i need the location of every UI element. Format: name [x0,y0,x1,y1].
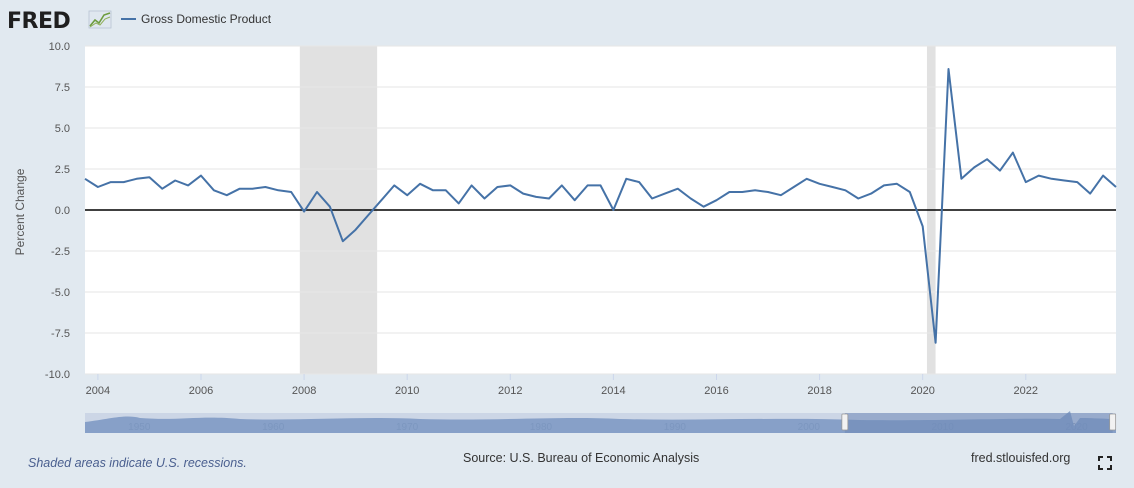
fullscreen-icon[interactable] [1098,456,1112,470]
fred-url[interactable]: fred.stlouisfed.org [971,451,1071,465]
legend-series-name: Gross Domestic Product [141,12,272,26]
source-text: Source: U.S. Bureau of Economic Analysis [463,451,700,465]
x-tick-label: 2014 [601,385,625,397]
navigator-selection[interactable] [844,413,1113,433]
y-tick-label: 10.0 [49,41,70,53]
y-axis-ticks: 10.0 7.5 5.0 2.5 0.0 -2.5 -5.0 -7.5 -10.0 [45,41,70,381]
y-tick-label: -7.5 [51,328,70,340]
x-tick-label: 2020 [910,385,934,397]
y-tick-label: -10.0 [45,369,70,381]
y-tick-label: 2.5 [55,164,70,176]
trend-chart-icon [88,10,112,29]
y-tick-label: 5.0 [55,123,70,135]
y-tick-label: 7.5 [55,82,70,94]
navigator[interactable]: 19501960197019801990200020102020 [85,411,1117,433]
x-tick-label: 2010 [395,385,419,397]
y-tick-label: 0.0 [55,205,70,217]
navigator-left-handle[interactable] [841,413,849,431]
x-tick-label: 2006 [189,385,213,397]
navigator-right-handle[interactable] [1109,413,1117,431]
gridlines [85,45,1116,375]
legend[interactable]: Gross Domestic Product [121,12,272,26]
y-tick-label: -2.5 [51,246,70,258]
series-line-gdp[interactable] [84,68,1117,344]
x-tick-label: 2022 [1014,385,1038,397]
x-tick-label: 2004 [86,385,110,397]
logo-text: FRED [7,9,70,34]
recession-note: Shaded areas indicate U.S. recessions. [28,456,247,470]
x-tick-label: 2008 [292,385,316,397]
x-tick-label: 2016 [704,385,728,397]
y-axis-title: Percent Change [13,168,27,255]
x-tick-label: 2018 [807,385,831,397]
x-axis-ticks: 2004 2006 2008 2010 2012 2014 2016 2018 2020 2022 [86,374,1038,397]
y-tick-label: -5.0 [51,287,70,299]
x-tick-label: 2012 [498,385,522,397]
fred-logo[interactable]: FRED [7,9,112,34]
